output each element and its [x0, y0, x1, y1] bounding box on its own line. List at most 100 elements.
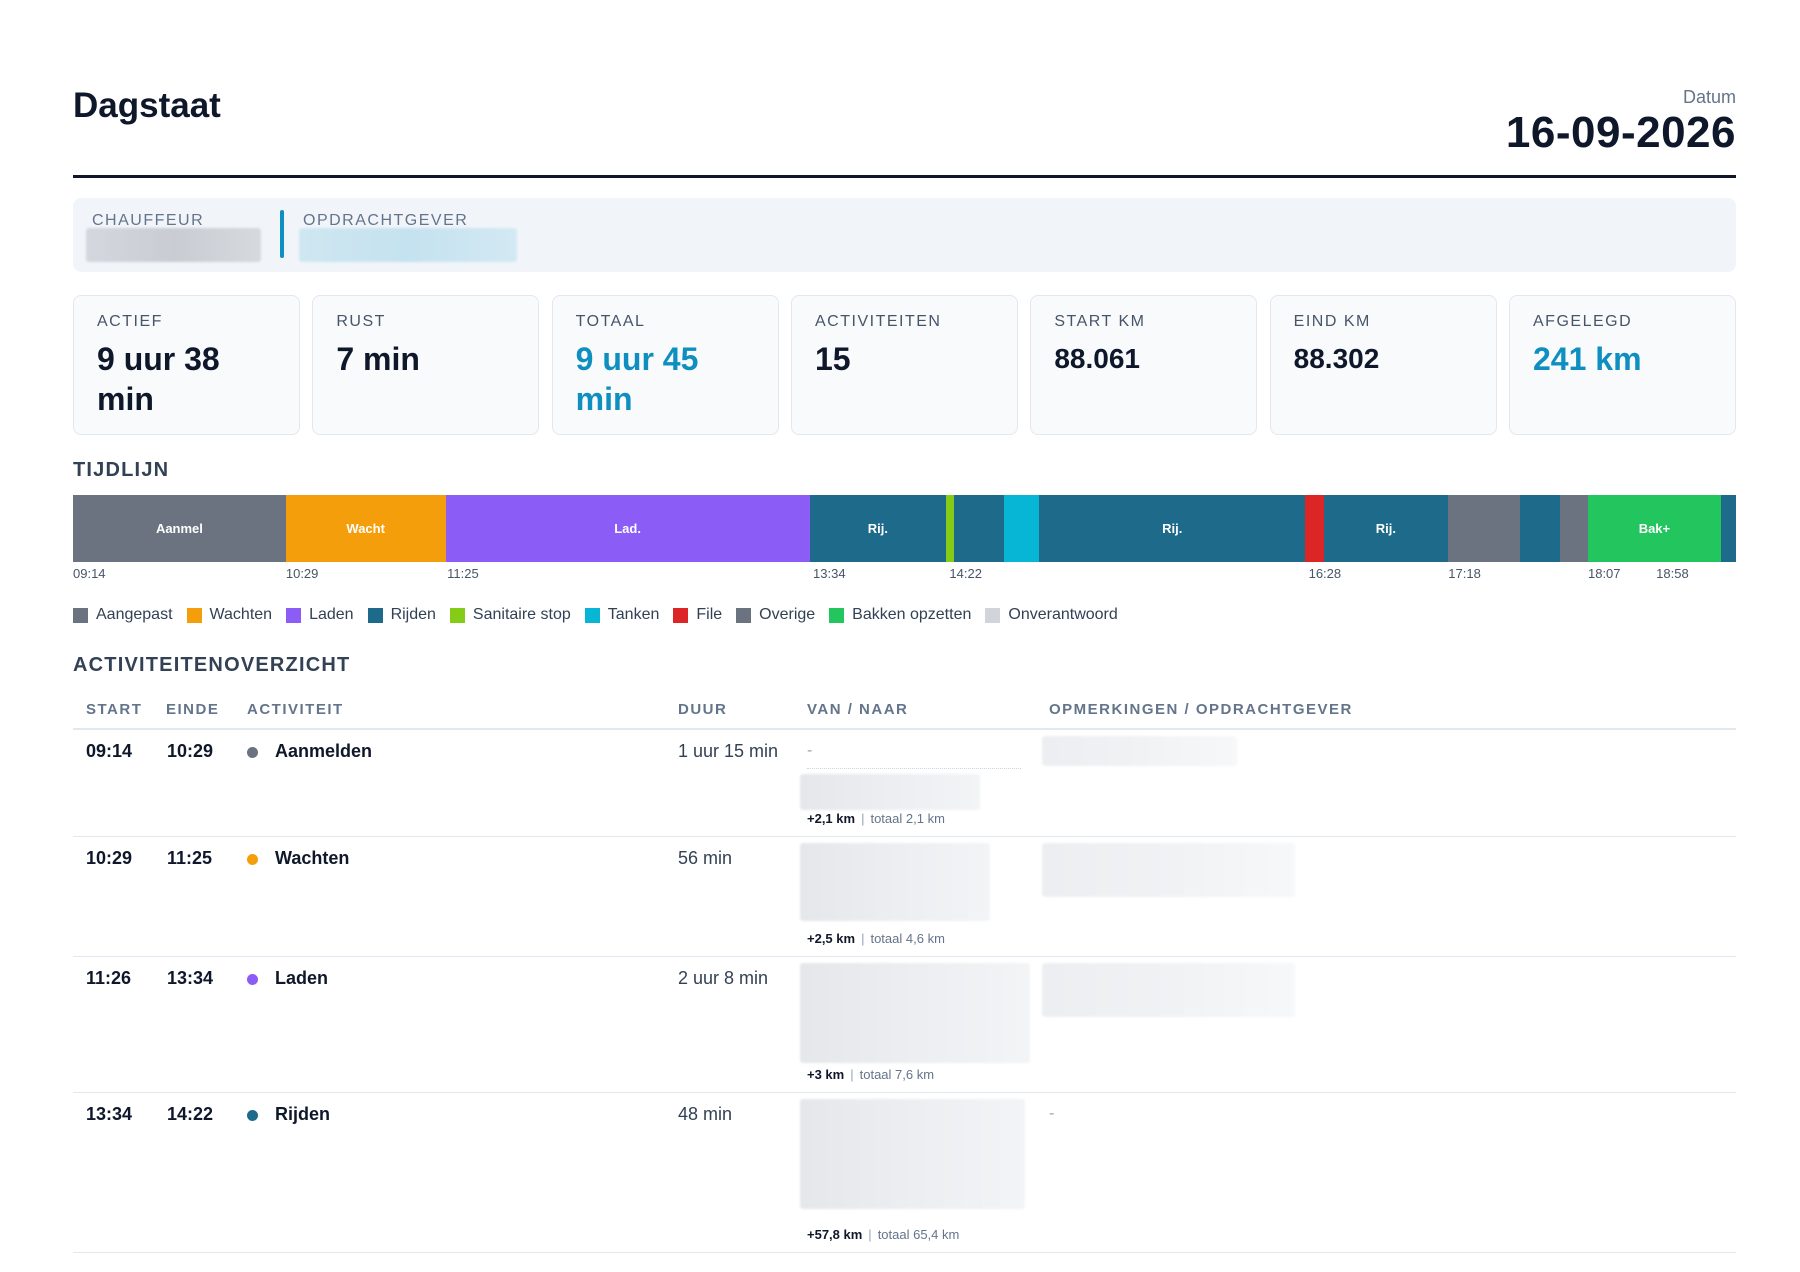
timeline-segment[interactable] — [1305, 495, 1324, 562]
row-start-time: 13:34 — [86, 1104, 133, 1124]
driver-block: CHAUFFEUR — [92, 212, 204, 230]
table-row[interactable]: 13:34 14:22 Rijden 48 min +57,8 km | totaal 65… — [73, 1093, 1736, 1253]
timeline-segment-label: Aanmel — [155, 521, 203, 536]
date-value: 16-09-2026 — [1505, 108, 1736, 157]
legend-label: Onverantwoord — [1008, 606, 1118, 623]
remark-redacted — [1042, 843, 1295, 897]
timeline-segment[interactable]: Rij. — [809, 495, 947, 562]
timeline-segment[interactable]: Aanmel — [73, 495, 286, 562]
stat-label: RUST — [336, 313, 386, 330]
stat-value: 15 — [815, 341, 851, 377]
route-redacted — [800, 774, 980, 810]
legend-swatch — [286, 607, 302, 623]
row-end-time: 14:22 — [167, 1104, 214, 1124]
driver-label: CHAUFFEUR — [92, 212, 205, 229]
row-km-delta: +2,1 km — [807, 811, 856, 826]
timeline-segment[interactable] — [946, 495, 955, 562]
client-name-redacted — [299, 228, 517, 262]
timeline-tick: 10:29 — [285, 566, 319, 581]
timeline-ticks: 09:14 10:29 11:25 13:34 14:22 16:28 17:18 18:07… — [73, 566, 1736, 584]
legend-item: Onverantwoord — [985, 606, 1118, 624]
row-km-delta: +57,8 km — [807, 1227, 863, 1242]
row-activity: Aanmelden — [275, 741, 373, 761]
row-duration: 1 uur 15 min — [678, 741, 779, 761]
row-activity: Wachten — [275, 848, 350, 868]
row-duration: 56 min — [678, 848, 733, 868]
stat-value: 9 uur 45 min — [575, 341, 699, 417]
timeline-segment-label: Rij. — [867, 521, 888, 536]
client-block: OPDRACHTGEVER — [303, 212, 468, 230]
timeline-legend: Aangepast Wachten Laden Rijden Sanitaire sto… — [73, 606, 1132, 624]
row-from: - — [807, 742, 813, 759]
driver-name-redacted — [86, 228, 261, 262]
page-title: Dagstaat — [73, 86, 221, 125]
legend-swatch — [449, 607, 465, 623]
legend-label: Sanitaire stop — [472, 606, 571, 623]
row-end-time: 11:25 — [167, 848, 213, 868]
date-label: Datum — [1682, 87, 1736, 107]
row-start-time: 10:29 — [86, 848, 133, 868]
activity-dot-icon — [247, 974, 258, 985]
row-activity: Rijden — [275, 1104, 331, 1124]
timeline-segment[interactable] — [954, 495, 1005, 562]
table-row[interactable]: 11:26 13:34 Laden 2 uur 8 min +3 km | totaal 7… — [73, 957, 1736, 1093]
row-end-time: 10:29 — [167, 741, 214, 761]
stat-value: 88.061 — [1054, 343, 1140, 374]
stat-card: ACTIEF 9 uur 38 min — [73, 295, 300, 435]
stat-card: EIND KM 88.302 — [1269, 295, 1497, 435]
stat-value: 9 uur 38 min — [97, 341, 220, 417]
info-strip: CHAUFFEUR OPDRACHTGEVER — [73, 198, 1736, 272]
row-duration: 48 min — [678, 1104, 733, 1124]
legend-item: Rijden — [367, 606, 436, 624]
legend-item: Sanitaire stop — [449, 606, 571, 624]
legend-swatch — [186, 607, 202, 623]
table-row[interactable]: 09:14 10:29 Aanmelden 1 uur 15 min - +2,1 km |… — [73, 730, 1736, 837]
table-row[interactable]: 10:29 11:25 Wachten 56 min +2,5 km | totaal 4,… — [73, 837, 1736, 957]
row-start-time: 09:14 — [86, 741, 133, 761]
route-redacted — [800, 1099, 1025, 1209]
timeline-segment[interactable]: Bak+ — [1587, 495, 1721, 562]
timeline-tick: 14:22 — [949, 566, 982, 581]
col-start: START — [86, 701, 143, 718]
legend-item: Laden — [286, 606, 354, 624]
timeline-segment[interactable] — [1004, 495, 1040, 562]
row-km-total: totaal 7,6 km — [859, 1067, 935, 1082]
legend-label: File — [696, 606, 723, 623]
row-km-total: totaal 65,4 km — [877, 1227, 960, 1242]
km-separator: | — [861, 931, 865, 946]
timeline-segment[interactable]: Rij. — [1039, 495, 1306, 562]
timeline-segment[interactable] — [1448, 495, 1520, 562]
row-activity: Laden — [275, 968, 329, 988]
timeline-tick: 18:58 — [1656, 566, 1689, 581]
timeline-segment[interactable] — [1559, 495, 1588, 562]
legend-item: Wachten — [186, 606, 272, 624]
col-route: VAN / NAAR — [807, 701, 909, 718]
remark-redacted — [1042, 963, 1295, 1017]
stat-card: START KM 88.061 — [1030, 295, 1258, 435]
timeline-tick: 13:34 — [813, 566, 846, 581]
legend-item: File — [673, 606, 722, 624]
timeline-segment[interactable] — [1720, 495, 1736, 562]
stat-card: ACTIVITEITEN 15 — [791, 295, 1018, 435]
row-km-delta: +3 km — [807, 1067, 845, 1082]
timeline-segment[interactable]: Wacht — [285, 495, 446, 562]
timeline-segment[interactable]: Rij. — [1323, 495, 1449, 562]
stat-value: 241 km — [1533, 341, 1642, 377]
col-duration: DUUR — [678, 701, 728, 718]
client-label: OPDRACHTGEVER — [303, 212, 469, 229]
timeline-tick: 17:18 — [1448, 566, 1481, 581]
timeline-segment[interactable] — [1519, 495, 1560, 562]
activity-dot-icon — [247, 1110, 258, 1121]
timeline-tick: 09:14 — [73, 566, 106, 581]
legend-swatch — [985, 607, 1001, 623]
activity-dot-icon — [247, 854, 258, 865]
legend-swatch — [673, 607, 689, 623]
timeline-tick: 16:28 — [1308, 566, 1342, 581]
page-header: Dagstaat Datum 16-09-2026 — [73, 0, 1736, 178]
row-km-info: +2,1 km | totaal 2,1 km — [807, 811, 945, 826]
timeline-segment-label: Bak+ — [1638, 521, 1671, 536]
route-separator — [807, 768, 1021, 769]
stat-label: AFGELEGD — [1533, 313, 1633, 330]
timeline-segment[interactable]: Lad. — [445, 495, 810, 562]
stat-cards: ACTIEF 9 uur 38 min RUST 7 min TOTAAL 9 uur 4… — [73, 295, 1736, 435]
